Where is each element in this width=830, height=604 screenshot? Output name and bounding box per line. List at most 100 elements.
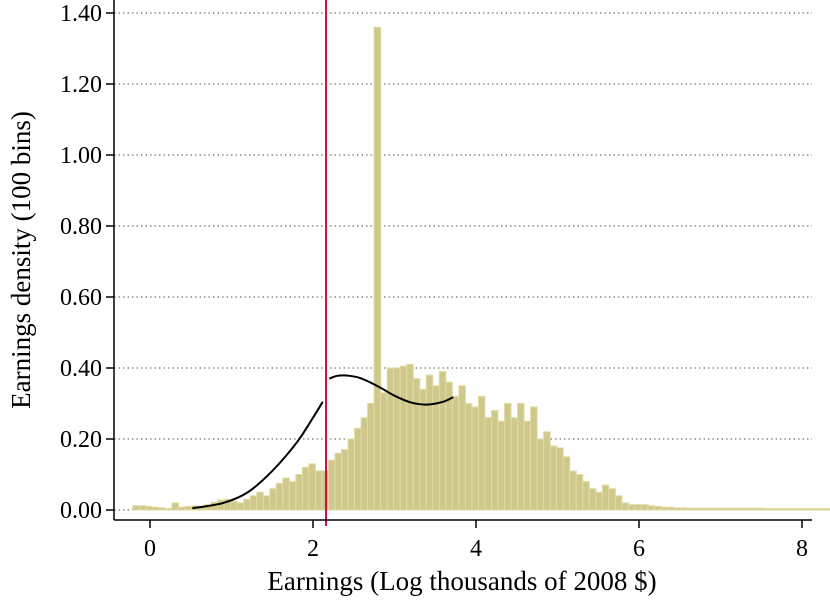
histogram-bar <box>536 438 545 511</box>
histogram-bar <box>451 395 460 511</box>
histogram-bar <box>823 508 830 511</box>
fit-curve-above <box>328 374 454 406</box>
histogram-bar <box>738 507 747 511</box>
x-tick-label: 6 <box>633 536 645 562</box>
histogram-bar <box>334 452 343 511</box>
histogram-bar <box>301 466 310 511</box>
histogram-bar <box>816 508 825 511</box>
histogram-bar <box>810 508 818 511</box>
y-tick-label: 1.40 <box>60 1 102 27</box>
histogram-bar <box>360 417 369 511</box>
histogram-bar <box>699 507 708 511</box>
histogram-bar <box>497 420 506 511</box>
histogram-bar <box>464 403 473 511</box>
y-tick-label: 1.20 <box>60 72 102 98</box>
histogram-bar <box>686 507 695 511</box>
histogram-bar <box>367 403 375 511</box>
x-tick-labels: 0 2 4 6 8 <box>144 520 808 562</box>
y-tick-labels: 0.00 0.20 0.40 0.60 0.80 1.00 1.20 1.40 <box>60 1 114 524</box>
histogram-bar <box>386 367 395 511</box>
histogram-bar <box>719 507 727 511</box>
histogram-bar <box>614 495 623 511</box>
histogram-bar <box>295 474 303 511</box>
histogram-bar <box>230 500 238 511</box>
histogram-bar <box>178 506 186 511</box>
x-tick-label: 8 <box>796 536 808 562</box>
histogram-bar <box>653 505 662 511</box>
histogram-bar <box>803 508 812 511</box>
histogram-bar <box>184 505 193 511</box>
histogram-bar <box>288 481 297 511</box>
x-axis-title: Earnings (Log thousands of 2008 $) <box>267 566 656 596</box>
histogram-bar <box>667 506 675 511</box>
histogram-bar <box>575 474 584 511</box>
x-tick-label: 4 <box>470 536 482 562</box>
histogram-bar <box>373 26 382 511</box>
histogram-bar <box>725 507 734 511</box>
histogram-bar <box>347 438 356 511</box>
histogram-bar <box>523 420 532 511</box>
histogram-bar <box>660 506 669 511</box>
histogram-bar <box>790 508 799 511</box>
histogram-bar <box>354 427 362 511</box>
y-tick-label: 1.00 <box>60 143 102 169</box>
histogram-bar <box>751 507 760 511</box>
histogram-bar <box>764 508 773 511</box>
y-tick-label: 0.60 <box>60 285 102 311</box>
histogram-bar <box>132 505 140 511</box>
histogram-bar <box>151 506 160 511</box>
histogram-bar <box>438 371 447 511</box>
histogram-bar <box>647 505 655 511</box>
histogram-bar <box>582 481 590 511</box>
histogram-bar <box>556 447 564 511</box>
histogram-bars <box>132 26 830 511</box>
histogram-bar <box>269 488 277 511</box>
histogram-bar <box>621 502 629 511</box>
y-tick-label: 0.20 <box>60 427 102 453</box>
histogram-bar <box>341 449 349 511</box>
histogram-bar <box>380 392 388 511</box>
histogram-bar <box>543 431 551 511</box>
histogram-bar <box>275 482 284 511</box>
histogram-bar <box>164 508 173 511</box>
histogram-bar <box>308 463 316 511</box>
histogram-bar <box>771 508 779 511</box>
histogram-bar <box>634 504 642 511</box>
histogram-bar <box>171 502 180 511</box>
histogram-bar <box>490 410 499 511</box>
histogram-bar <box>256 491 264 511</box>
histogram-bar <box>549 445 558 511</box>
histogram-bar <box>517 403 525 511</box>
histogram-bar <box>314 470 323 511</box>
histogram-bar <box>282 477 290 511</box>
histogram-bar <box>262 495 271 511</box>
histogram-bar <box>595 491 603 511</box>
histogram-bar <box>399 365 408 511</box>
y-tick-label: 0.80 <box>60 214 102 240</box>
histogram-bar <box>327 459 336 511</box>
histogram-bar <box>158 507 166 511</box>
histogram-bar <box>393 367 401 511</box>
histogram-bar <box>419 388 427 511</box>
histogram-bar <box>530 406 538 511</box>
histogram-bar <box>797 508 805 511</box>
histogram-bar <box>145 505 153 511</box>
x-tick-label: 2 <box>307 536 319 562</box>
histogram-bar <box>484 417 492 511</box>
histogram-bar <box>236 502 245 511</box>
y-tick-label: 0.40 <box>60 356 102 382</box>
histogram-bar <box>640 504 649 511</box>
histogram-bar <box>406 363 414 511</box>
histogram-bar <box>504 403 512 511</box>
x-tick-label: 0 <box>144 536 156 562</box>
histogram-bar <box>477 395 486 511</box>
fitted-curves <box>192 374 454 510</box>
histogram-bar <box>693 507 701 511</box>
histogram-bar <box>706 507 714 511</box>
histogram-bar <box>601 484 610 511</box>
histogram-bar <box>732 507 740 511</box>
y-tick-label: 0.00 <box>60 498 102 524</box>
axes <box>113 0 812 521</box>
histogram-bar <box>673 507 682 511</box>
